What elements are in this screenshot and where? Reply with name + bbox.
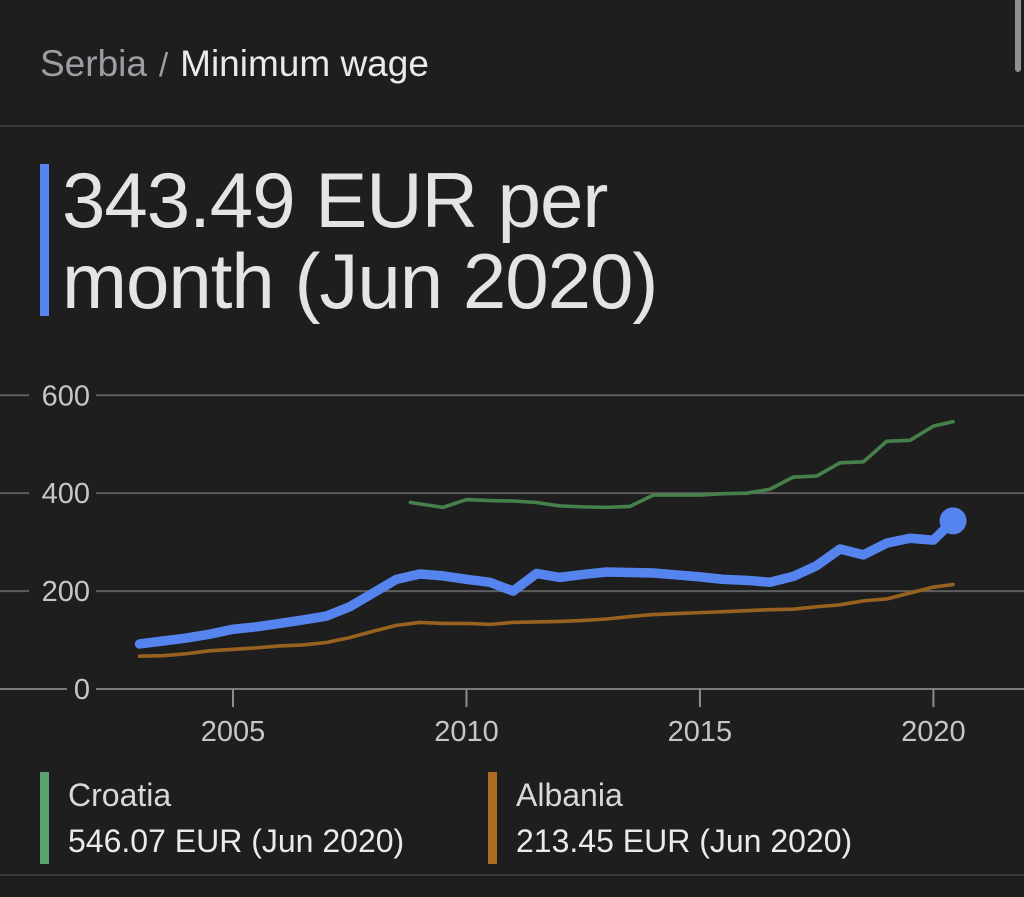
- series-line-croatia: [408, 419, 955, 510]
- legend-value-croatia: 546.07 EUR (Jun 2020): [68, 823, 405, 859]
- legend: Croatia 546.07 EUR (Jun 2020) Albania 21…: [0, 772, 1024, 864]
- y-axis-label-0: 0: [74, 674, 90, 706]
- latest-point-dot: [939, 507, 967, 535]
- x-axis-label-2015: 2015: [668, 716, 733, 746]
- series-line-serbia: [134, 516, 958, 649]
- header-divider: [0, 125, 1024, 127]
- y-label-mask: [29, 572, 96, 611]
- series-line-albania: [137, 582, 955, 659]
- legend-item-albania[interactable]: Albania 213.45 EUR (Jun 2020): [488, 772, 936, 864]
- albania-series-chip: [488, 772, 497, 864]
- breadcrumb: Serbia / Minimum wage: [0, 0, 1024, 86]
- headline: 343.49 EUR per month (Jun 2020): [40, 160, 984, 322]
- headline-accent-bar: [40, 164, 49, 316]
- x-axis-label-2020: 2020: [901, 716, 966, 746]
- breadcrumb-current: Minimum wage: [180, 43, 429, 84]
- minimum-wage-chart[interactable]: 0 200 400 600 2005 2010 2015 2020: [0, 361, 1024, 746]
- footer-divider: [0, 874, 1024, 876]
- scrollbar-thumb[interactable]: [1015, 0, 1021, 72]
- croatia-series-chip: [40, 772, 49, 864]
- y-axis-label-200: 200: [42, 576, 90, 608]
- legend-name-croatia: Croatia: [68, 777, 172, 813]
- legend-value-albania: 213.45 EUR (Jun 2020): [516, 823, 853, 859]
- y-label-mask: [29, 474, 96, 513]
- y-label-mask: [29, 376, 96, 415]
- legend-name-albania: Albania: [516, 777, 623, 813]
- legend-item-croatia[interactable]: Croatia 546.07 EUR (Jun 2020): [40, 772, 488, 864]
- headline-value: 343.49 EUR per month (Jun 2020): [62, 160, 984, 322]
- x-axis-label-2010: 2010: [434, 716, 499, 746]
- headline-line-2: month (Jun 2020): [62, 237, 658, 325]
- y-axis-label-600: 600: [42, 380, 90, 412]
- breadcrumb-parent[interactable]: Serbia: [40, 43, 147, 84]
- breadcrumb-separator: /: [158, 46, 169, 83]
- chart-area[interactable]: 0 200 400 600 2005 2010 2015 2020: [0, 361, 1024, 746]
- y-label-mask: [67, 670, 96, 708]
- y-axis-label-400: 400: [42, 478, 90, 510]
- headline-line-1: 343.49 EUR per: [62, 156, 608, 244]
- x-axis-label-2005: 2005: [201, 716, 266, 746]
